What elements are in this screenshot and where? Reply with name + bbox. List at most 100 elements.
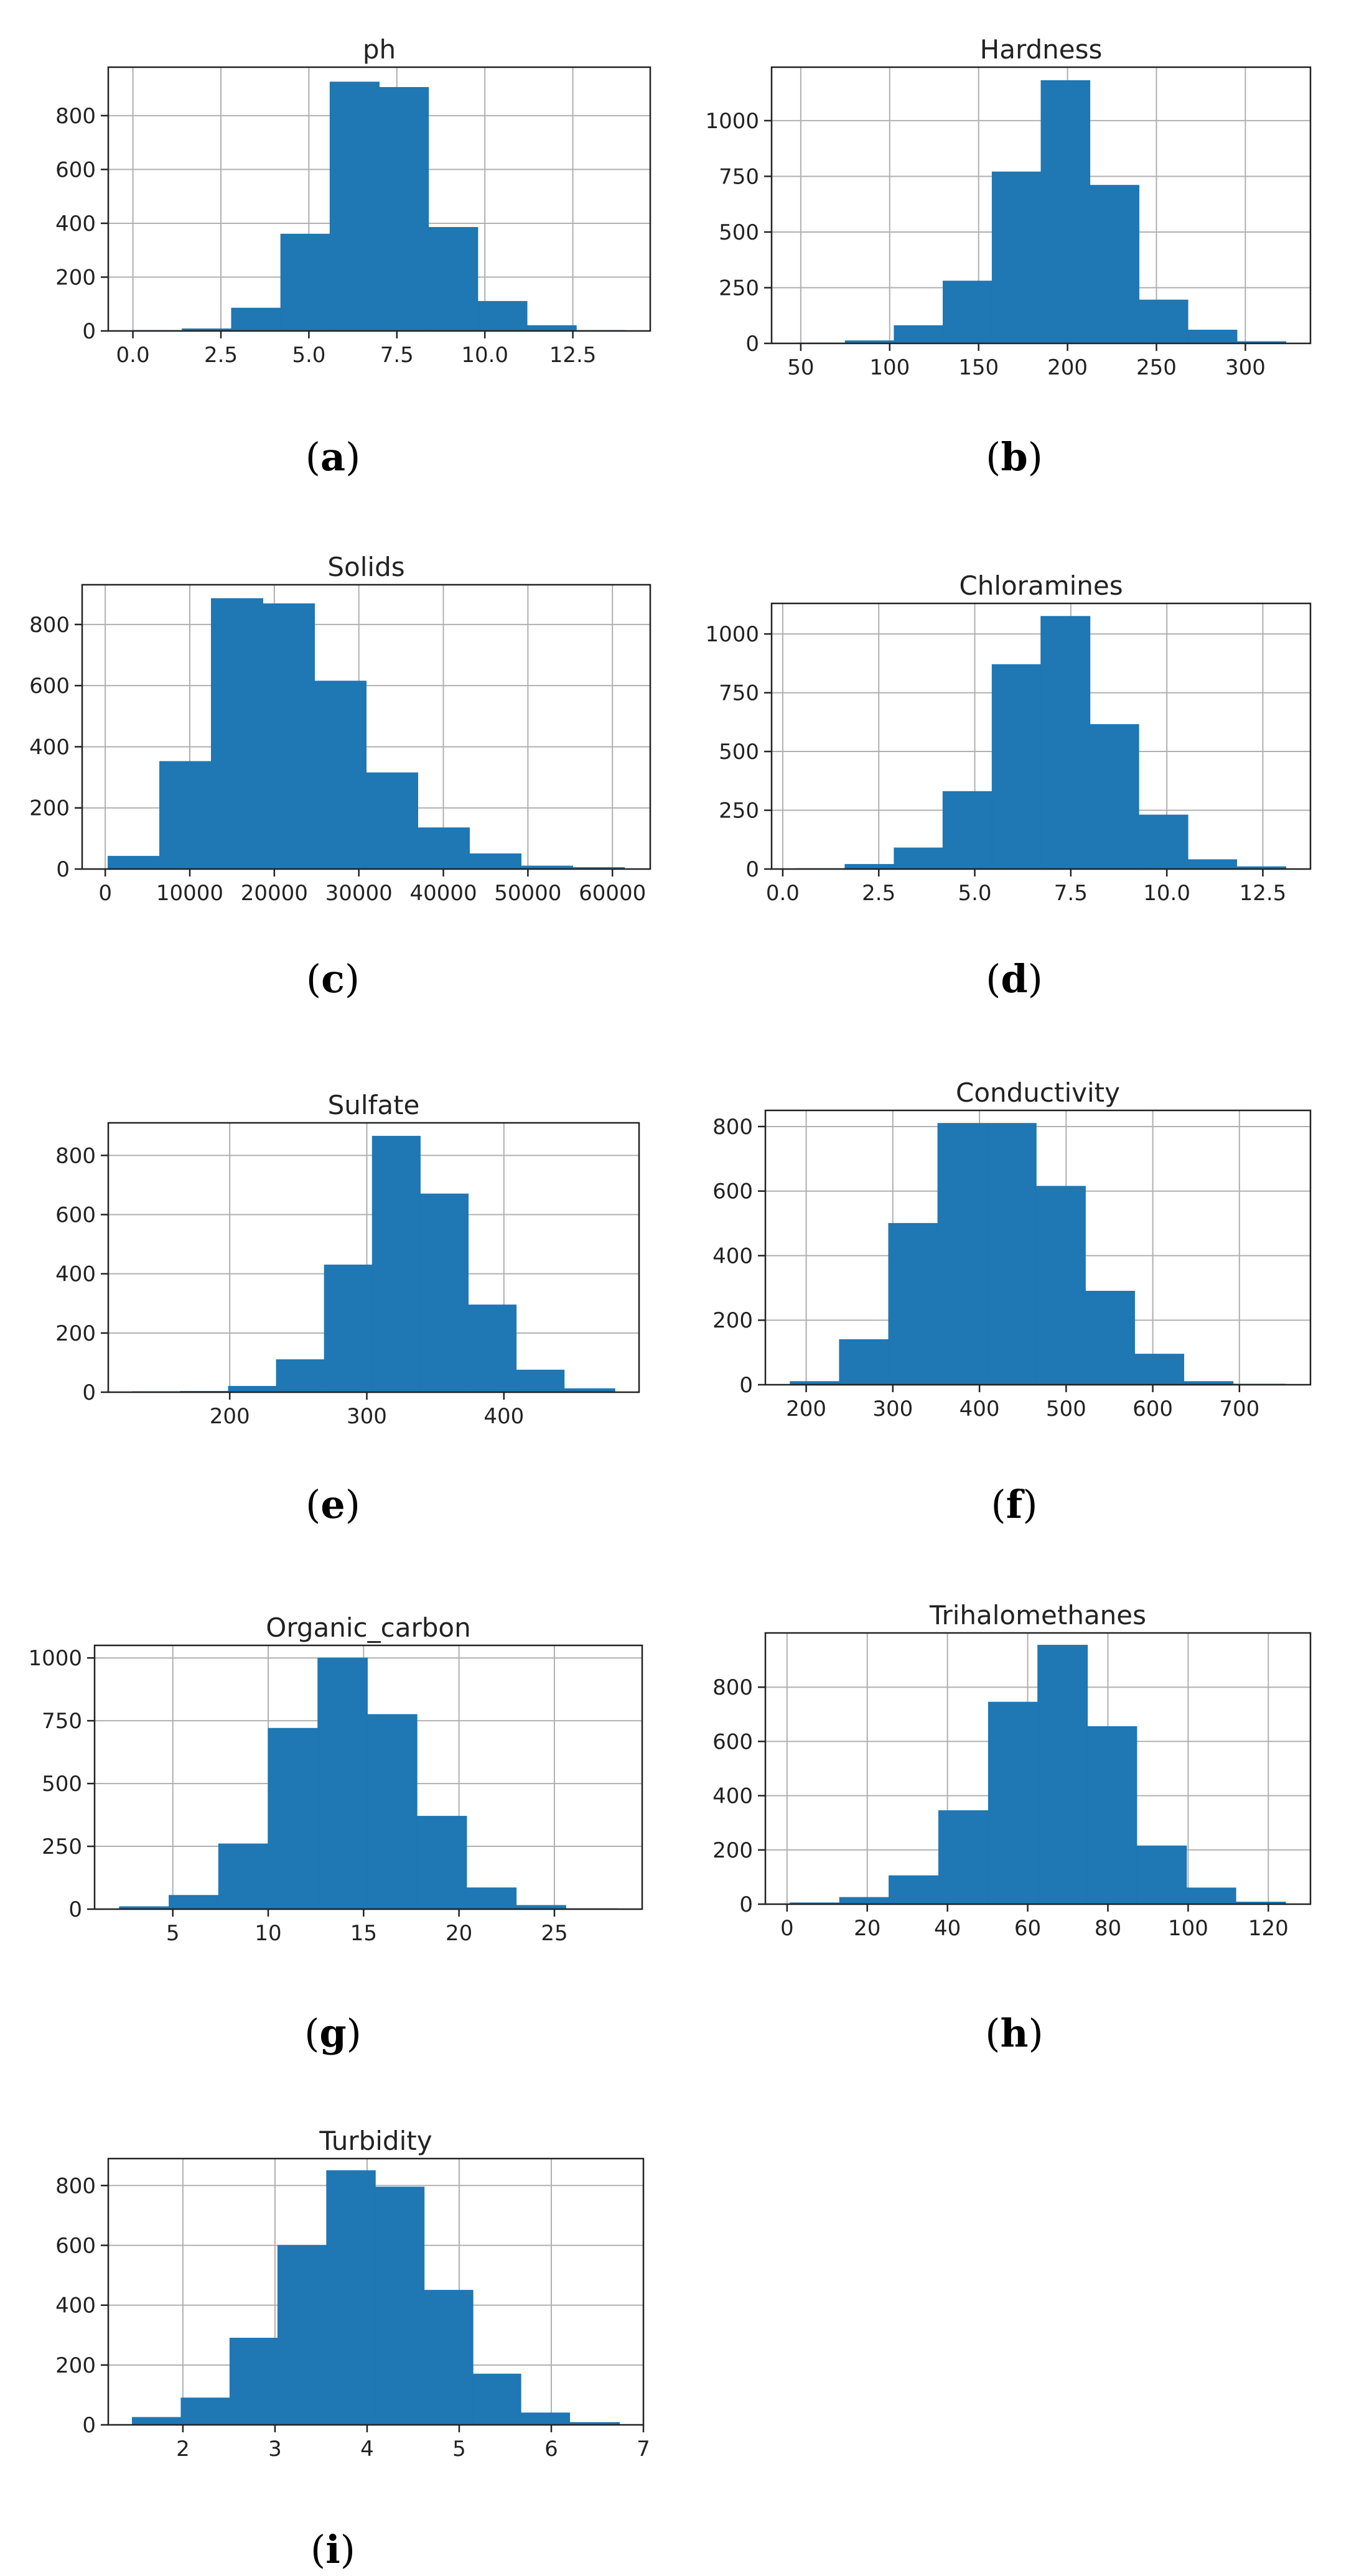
- subfigure-label: (f): [991, 1482, 1037, 1527]
- y-tick-label: 200: [29, 796, 70, 821]
- subfigure-label-open: (: [306, 434, 320, 480]
- subfigure-label-open: (: [986, 434, 1001, 480]
- y-tick-label: 800: [55, 1143, 96, 1168]
- subfigure-label-open: (: [306, 1482, 320, 1527]
- x-tick-label: 10000: [156, 881, 223, 906]
- y-tick-label: 600: [712, 1179, 753, 1204]
- histogram-bar: [218, 1843, 269, 1910]
- chart-title: ph: [363, 34, 396, 65]
- x-tick-label: 3: [268, 2437, 282, 2462]
- y-tick-label: 250: [719, 799, 759, 824]
- subfigure-label: (d): [986, 956, 1043, 1002]
- x-tick-label: 12.5: [1240, 881, 1287, 906]
- subfigure-label-close: ): [1028, 434, 1043, 480]
- histogram-bar: [1090, 724, 1139, 870]
- x-tick-label: 700: [1219, 1397, 1259, 1421]
- x-tick-label: 20: [446, 1921, 472, 1946]
- histogram-bar: [1040, 616, 1091, 870]
- y-tick-label: 1000: [28, 1646, 82, 1671]
- subfigure-label-letter: h: [1000, 2011, 1028, 2056]
- chart-organic_carbon: 0 250 500 750 1000 5 10 15 20 25 Organic_carbon (g): [28, 1612, 643, 2056]
- y-tick-label: 600: [29, 674, 70, 699]
- x-tick-label: 0.0: [116, 343, 150, 368]
- y-tick-label: 600: [55, 157, 96, 182]
- x-tick-label: 80: [1095, 1916, 1121, 1941]
- y-tick-label: 200: [55, 2353, 96, 2378]
- histogram-bar: [839, 1339, 889, 1385]
- histogram-bar: [894, 847, 943, 870]
- histogram-bar: [526, 325, 577, 332]
- y-tick-label: 400: [712, 1244, 753, 1268]
- y-tick-label: 750: [719, 681, 759, 706]
- chart-sulfate: 0 200 400 600 800 200 300 400 Sulfate (e): [55, 1090, 640, 1527]
- x-tick-label: 200: [210, 1404, 250, 1429]
- chart-hardness: 0 250 500 750 1000 50 100 150 200 250 300 Hardness (…: [705, 34, 1312, 480]
- histogram-bar: [371, 1135, 421, 1393]
- histogram-bar: [379, 86, 429, 332]
- y-tick-label: 200: [712, 1308, 753, 1333]
- x-tick-label: 10.0: [1143, 881, 1190, 906]
- y-tick-label: 400: [55, 1262, 96, 1287]
- histogram-bar: [1186, 1887, 1236, 1905]
- histogram-bar: [366, 772, 418, 870]
- histogram-bar: [280, 233, 330, 332]
- subfigure-label-letter: f: [1006, 1482, 1025, 1527]
- histogram-bar: [988, 1701, 1039, 1905]
- chart-solids: 0 200 400 600 800 0 10000 20000 30000 40000 50000 6…: [29, 552, 651, 1002]
- y-tick-label: 0: [739, 1892, 753, 1917]
- histogram-bar: [991, 664, 1042, 870]
- y-tick-label: 800: [55, 2174, 96, 2198]
- subfigure-label: (b): [986, 434, 1043, 480]
- histogram-bar: [466, 1887, 517, 1910]
- histogram-bar: [180, 2397, 230, 2425]
- y-tick-label: 0: [68, 1897, 82, 1922]
- histogram-bar: [1138, 814, 1189, 870]
- y-tick-label: 0: [82, 2413, 96, 2438]
- histogram-bar: [419, 1193, 469, 1393]
- x-tick-label: 20000: [241, 881, 308, 906]
- y-tick-label: 0: [739, 1373, 753, 1398]
- subfigure-label-close: ): [345, 956, 360, 1002]
- chart-chloramines: 0 250 500 750 1000 0.0 2.5 5.0 7.5 10.0 12.5 Chlora…: [705, 570, 1312, 1002]
- chart-title: Solids: [327, 552, 404, 582]
- chart-title: Sulfate: [328, 1090, 420, 1120]
- histogram-bar: [839, 1897, 890, 1905]
- y-tick-label: 500: [719, 740, 759, 765]
- chart-title: Hardness: [980, 34, 1103, 65]
- axes-frame: [770, 602, 1312, 870]
- histogram-bar: [326, 2170, 376, 2425]
- x-tick-label: 4: [360, 2437, 374, 2462]
- subfigure-label-open: (: [991, 1482, 1006, 1527]
- subfigure-label: (c): [306, 956, 360, 1002]
- histogram-bar: [276, 1359, 325, 1393]
- axes-frame: [764, 1632, 1312, 1905]
- x-tick-label: 7: [637, 2437, 650, 2462]
- x-tick-label: 50: [787, 355, 814, 380]
- y-tick-label: 200: [55, 1321, 96, 1346]
- x-tick-label: 10: [255, 1921, 281, 1946]
- histogram-bar: [943, 281, 992, 344]
- histogram-bar: [231, 307, 281, 332]
- chart-title: Turbidity: [319, 2126, 432, 2156]
- histogram-bar: [416, 1816, 467, 1910]
- y-tick-label: 0: [745, 332, 759, 356]
- x-tick-label: 400: [483, 1404, 524, 1429]
- y-tick-label: 1000: [705, 109, 759, 134]
- chart-title: Trihalomethanes: [929, 1600, 1146, 1630]
- histogram-bar: [424, 2290, 474, 2425]
- y-tick-label: 800: [712, 1675, 753, 1700]
- histogram-bar: [1187, 330, 1238, 344]
- x-tick-label: 10.0: [461, 343, 508, 368]
- x-tick-label: 7.5: [1054, 881, 1088, 906]
- histogram-bar: [263, 603, 315, 870]
- subfigure-label: (e): [306, 1482, 360, 1527]
- histogram-bar: [367, 1714, 418, 1910]
- axes-frame: [107, 1122, 640, 1393]
- histogram-bar: [1087, 1726, 1137, 1905]
- y-tick-label: 200: [712, 1838, 753, 1863]
- y-tick-label: 400: [55, 212, 96, 236]
- x-tick-label: 6: [544, 2437, 558, 2462]
- histogram-bar: [938, 1810, 989, 1905]
- y-tick-label: 200: [55, 265, 96, 290]
